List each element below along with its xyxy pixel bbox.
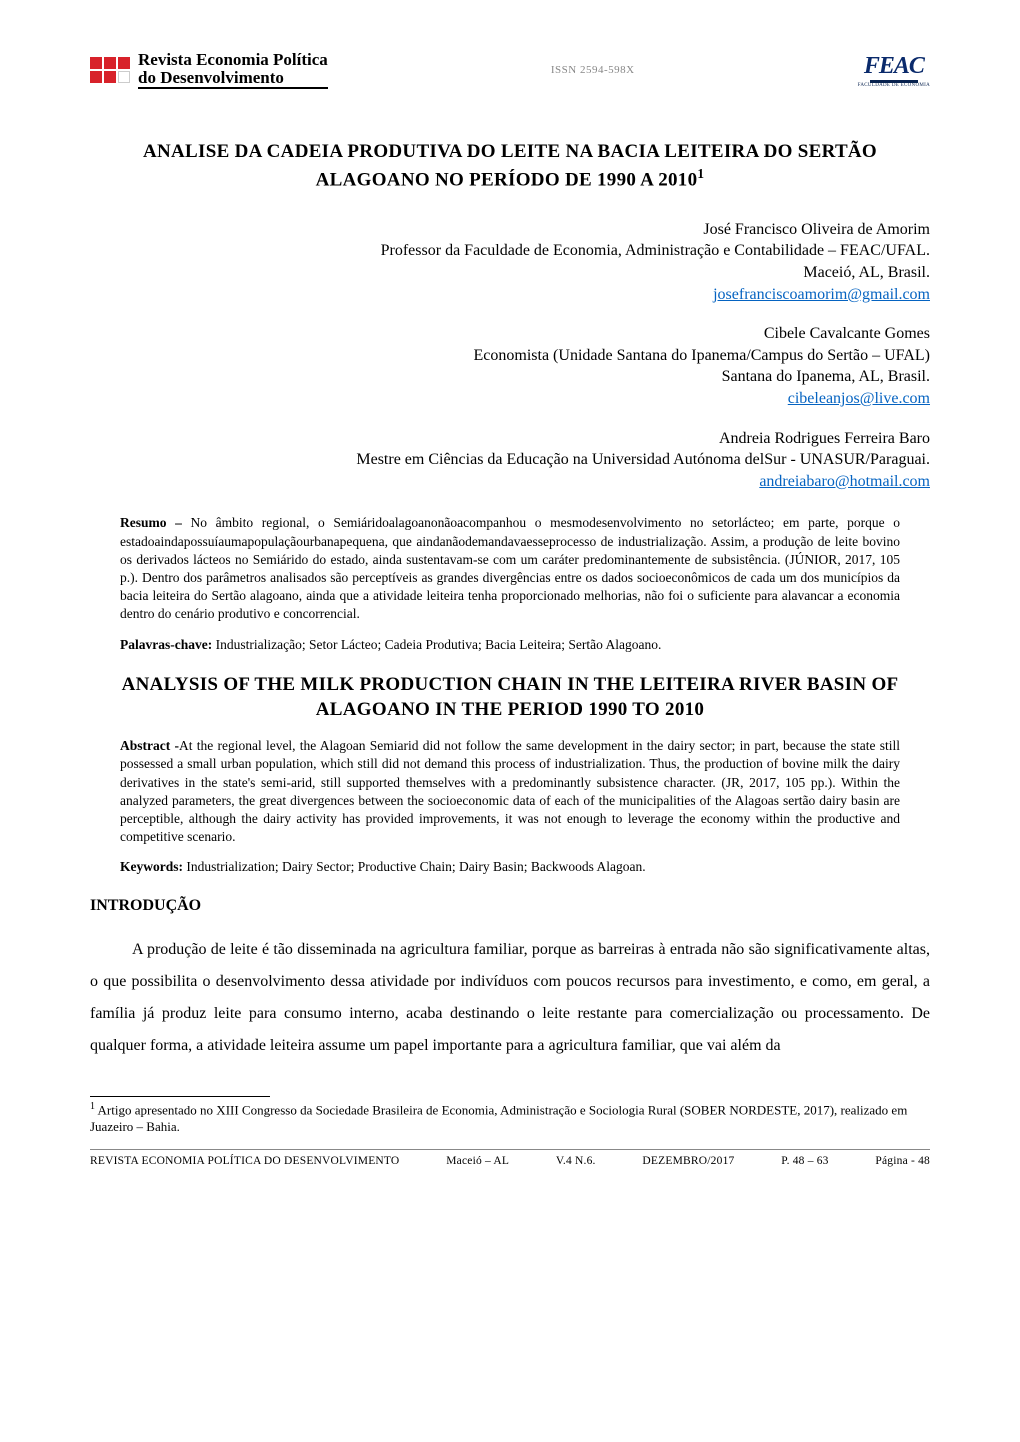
- footer-pages: P. 48 – 63: [781, 1154, 828, 1170]
- title-text: ANALISE DA CADEIA PRODUTIVA DO LEITE NA …: [143, 141, 877, 190]
- feac-logo: FEAC FACULDADE DE ECONOMIA: [858, 50, 930, 90]
- logo-square: [104, 71, 116, 83]
- issn-label: ISSN 2594-598X: [551, 63, 635, 78]
- body-paragraph: A produção de leite é tão disseminada na…: [90, 934, 930, 1062]
- author-location: Maceió, AL, Brasil.: [90, 262, 930, 284]
- title-footnote-marker: 1: [697, 166, 704, 181]
- author-email-link[interactable]: cibeleanjos@live.com: [788, 390, 930, 407]
- author-entry: Cibele Cavalcante Gomes Economista (Unid…: [90, 323, 930, 409]
- author-entry: José Francisco Oliveira de Amorim Profes…: [90, 219, 930, 305]
- abstract-block: Abstract -At the regional level, the Ala…: [120, 737, 900, 846]
- resumo-block: Resumo – No âmbito regional, o Semiárido…: [120, 514, 900, 623]
- logo-square: [90, 71, 102, 83]
- journal-name: Revista Economia Política do Desenvolvim…: [138, 51, 328, 90]
- footer-volume: V.4 N.6.: [556, 1154, 596, 1170]
- author-email-link[interactable]: josefranciscoamorim@gmail.com: [713, 286, 930, 303]
- page-header: Revista Economia Política do Desenvolvim…: [90, 50, 930, 94]
- author-affiliation: Professor da Faculdade de Economia, Admi…: [90, 240, 930, 262]
- author-location: Santana do Ipanema, AL, Brasil.: [90, 366, 930, 388]
- resumo-label: Resumo –: [120, 515, 191, 530]
- footnote-text: Artigo apresentado no XIII Congresso da …: [90, 1103, 907, 1134]
- keywords-label: Keywords:: [120, 859, 186, 874]
- footnote: 1 Artigo apresentado no XIII Congresso d…: [90, 1101, 930, 1135]
- author-name: José Francisco Oliveira de Amorim: [90, 219, 930, 241]
- logo-squares-icon: [90, 57, 130, 83]
- abstract-text: At the regional level, the Alagoan Semia…: [120, 738, 900, 844]
- footer-city: Maceió – AL: [446, 1154, 509, 1170]
- keywords-text: Industrialization; Dairy Sector; Product…: [186, 859, 645, 874]
- footer-journal: REVISTA ECONOMIA POLÍTICA DO DESENVOLVIM…: [90, 1154, 399, 1170]
- keywords-block: Keywords: Industrialization; Dairy Secto…: [120, 858, 900, 876]
- author-affiliation: Mestre em Ciências da Educação na Univer…: [90, 449, 930, 471]
- section-heading-introducao: INTRODUÇÃO: [90, 895, 930, 917]
- feac-logo-text: FEAC: [864, 50, 924, 82]
- footer-date: DEZEMBRO/2017: [642, 1154, 734, 1170]
- feac-logo-subtext: FACULDADE DE ECONOMIA: [858, 83, 930, 90]
- author-affiliation: Economista (Unidade Santana do Ipanema/C…: [90, 345, 930, 367]
- author-email-link[interactable]: andreiabaro@hotmail.com: [759, 473, 930, 490]
- journal-name-line2: do Desenvolvimento: [138, 69, 328, 87]
- author-name: Cibele Cavalcante Gomes: [90, 323, 930, 345]
- authors-block: José Francisco Oliveira de Amorim Profes…: [90, 219, 930, 493]
- footer-pagenum: Página - 48: [875, 1154, 930, 1170]
- author-entry: Andreia Rodrigues Ferreira Baro Mestre e…: [90, 428, 930, 493]
- logo-square: [118, 71, 130, 83]
- article-title-en: ANALYSIS OF THE MILK PRODUCTION CHAIN IN…: [90, 672, 930, 723]
- palavras-chave: Palavras-chave: Industrialização; Setor …: [120, 636, 900, 654]
- journal-logo: Revista Economia Política do Desenvolvim…: [90, 51, 328, 90]
- journal-name-line1: Revista Economia Política: [138, 51, 328, 69]
- resumo-text: No âmbito regional, o Semiáridoalagoanon…: [120, 515, 900, 621]
- footnote-rule: [90, 1096, 270, 1097]
- palavras-text: Industrialização; Setor Lácteo; Cadeia P…: [216, 637, 662, 652]
- logo-square: [90, 57, 102, 69]
- page-footer: REVISTA ECONOMIA POLÍTICA DO DESENVOLVIM…: [90, 1154, 930, 1170]
- palavras-label: Palavras-chave:: [120, 637, 216, 652]
- article-title-pt: ANALISE DA CADEIA PRODUTIVA DO LEITE NA …: [90, 139, 930, 193]
- abstract-label: Abstract -: [120, 738, 179, 753]
- logo-square: [104, 57, 116, 69]
- author-name: Andreia Rodrigues Ferreira Baro: [90, 428, 930, 450]
- logo-square: [118, 57, 130, 69]
- footer-rule: [90, 1149, 930, 1150]
